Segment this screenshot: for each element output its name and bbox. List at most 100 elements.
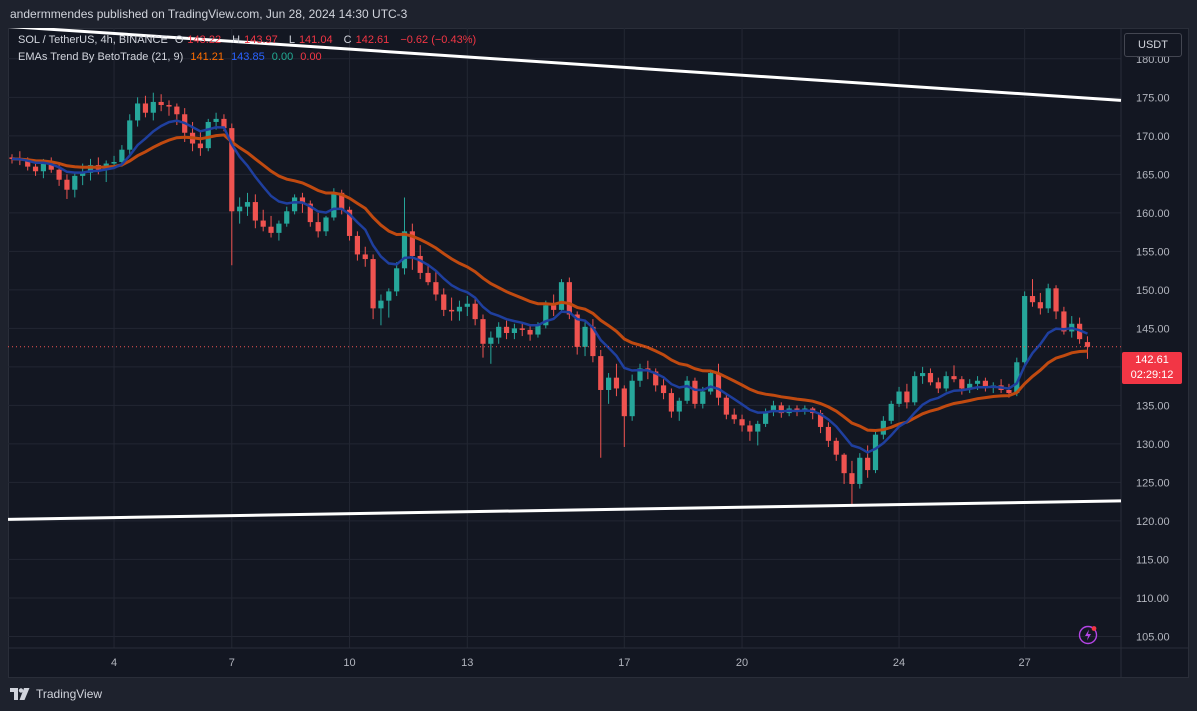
candle — [833, 437, 839, 461]
candle-body — [292, 197, 298, 212]
candle — [527, 325, 533, 341]
candle — [87, 158, 94, 181]
time-axis[interactable]: 4 7 10 13 17 20 24 27 — [111, 657, 1031, 669]
candle-body — [684, 380, 690, 401]
candle-body — [770, 405, 777, 412]
candle — [880, 416, 886, 440]
price-tick-label: 160.00 — [1136, 208, 1170, 220]
candle — [488, 331, 494, 364]
candle — [770, 400, 777, 417]
candle-body — [763, 411, 769, 424]
trendline-upper-resistance[interactable] — [8, 28, 1122, 102]
candle-body — [967, 383, 973, 389]
legend-line-1: SOL / TetherUS, 4h, BINANCE O 143.22 H 143… — [18, 34, 480, 47]
ema-fast-line — [11, 119, 1088, 454]
time-tick-label: 4 — [111, 657, 117, 669]
candle-body — [1045, 288, 1051, 309]
candle-body — [64, 179, 70, 190]
candle — [260, 209, 266, 232]
indicator-value-3: 0.00 — [271, 51, 294, 63]
candle — [496, 322, 502, 344]
legend-symbol: SOL / TetherUS, 4h, BINANCE — [18, 34, 168, 46]
candle-body — [40, 162, 46, 172]
candle — [967, 379, 973, 394]
candle — [425, 263, 431, 286]
candle — [1069, 316, 1075, 338]
candle-body — [346, 209, 353, 236]
price-tick-label: 145.00 — [1136, 323, 1170, 335]
candle — [386, 288, 392, 318]
candle-body — [127, 120, 133, 150]
candle-body — [621, 388, 627, 417]
candle — [606, 373, 612, 404]
candle — [323, 215, 329, 236]
candle-body — [48, 162, 54, 170]
lightning-icon[interactable] — [1078, 625, 1098, 645]
price-axis[interactable]: 180.00 175.00 170.00 165.00 160.00 155.00 150.… — [1136, 54, 1170, 644]
candle-body — [660, 385, 667, 394]
time-tick-label: 13 — [461, 657, 473, 669]
bar-countdown: 02:29:12 — [1130, 369, 1174, 381]
candle-body — [339, 192, 345, 210]
legend-change: −0.62 (−0.43%) — [400, 34, 477, 46]
candle-body — [519, 328, 525, 330]
candle — [362, 246, 368, 267]
price-tick-label: 175.00 — [1136, 92, 1170, 104]
candle-body — [378, 300, 384, 309]
candle-body — [409, 231, 415, 256]
candle — [205, 118, 211, 152]
candle — [511, 323, 517, 340]
candle — [197, 131, 203, 156]
candle-body — [32, 166, 39, 172]
candle — [904, 383, 910, 409]
candle-body — [197, 143, 203, 149]
candle-body — [449, 309, 455, 312]
candle-body — [951, 376, 957, 380]
price-tick-label: 110.00 — [1136, 593, 1169, 605]
candle — [433, 271, 439, 301]
candle-body — [723, 397, 729, 415]
candle-body — [119, 149, 125, 163]
candle-body — [543, 305, 549, 326]
legend-open-key: O — [174, 34, 184, 46]
candle-body — [535, 325, 541, 335]
currency-selector[interactable]: USDT — [1124, 33, 1182, 57]
candle-body — [401, 231, 408, 269]
legend-high-key: H — [232, 34, 241, 46]
candle — [739, 414, 745, 432]
candle — [888, 400, 894, 424]
candle — [417, 245, 423, 280]
tradingview-brand[interactable]: TradingView — [10, 680, 102, 708]
candle-body — [692, 380, 698, 404]
candle-body — [425, 272, 431, 283]
trendlines[interactable] — [8, 28, 1122, 521]
candle — [64, 174, 70, 199]
trendline-lower-support[interactable] — [8, 499, 1122, 521]
candle-body — [433, 282, 439, 295]
candle — [166, 100, 172, 116]
candle-body — [166, 105, 172, 107]
candle-body — [135, 103, 141, 121]
candle-body — [25, 160, 31, 167]
candle — [464, 296, 470, 317]
price-chart[interactable]: 180.00175.00170.00165.00160.00155.00150.… — [8, 28, 1189, 678]
candle — [660, 379, 667, 400]
tradingview-logo-icon — [10, 688, 30, 700]
candle — [865, 445, 871, 478]
candle — [629, 374, 635, 421]
candle — [292, 194, 298, 215]
candle — [637, 363, 643, 387]
candle — [1029, 279, 1036, 307]
candle-body — [150, 101, 156, 113]
candle-body — [558, 282, 565, 310]
candle — [456, 300, 463, 321]
time-tick-label: 27 — [1019, 657, 1031, 669]
candle-body — [331, 192, 337, 218]
candle-body — [1084, 342, 1091, 347]
footer: TradingView — [0, 680, 1197, 711]
candle-body — [668, 393, 674, 412]
candle — [959, 376, 965, 395]
legend-low-value: 141.04 — [298, 34, 333, 46]
candle — [558, 279, 565, 313]
candle-body — [284, 211, 290, 224]
